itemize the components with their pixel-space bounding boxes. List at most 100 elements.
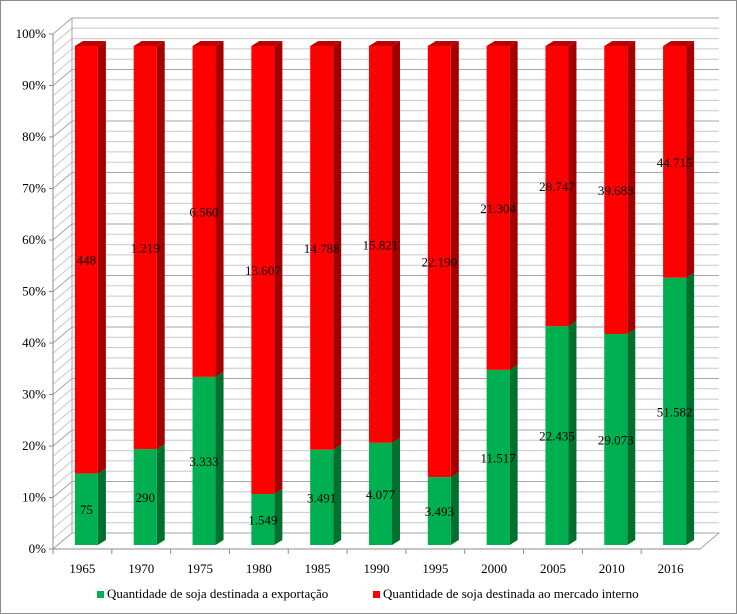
bar-exportacao <box>251 494 275 545</box>
side-gridline <box>52 491 73 509</box>
side-gridline <box>52 336 73 354</box>
bar-top <box>310 41 342 46</box>
x-tick-label: 1965 <box>69 561 95 576</box>
bar-side-exportacao <box>392 437 400 545</box>
bar-mercado-interno <box>369 46 392 443</box>
bar-side-exportacao <box>568 321 577 545</box>
bar-side-exportacao <box>215 371 224 545</box>
bar-exportacao <box>369 442 392 545</box>
y-tick-label: 20% <box>22 438 46 453</box>
x-tick-label: 1975 <box>187 561 213 576</box>
side-gridline <box>52 460 73 478</box>
side-gridline <box>52 172 73 189</box>
data-label: 14.788 <box>304 241 340 256</box>
data-label: 44.715 <box>657 155 693 170</box>
bar-top <box>545 41 577 46</box>
side-gridline <box>52 192 73 210</box>
side-gridline <box>52 378 73 395</box>
side-gridline <box>52 501 73 519</box>
bar-side-mercado-interno <box>509 41 518 370</box>
side-gridline <box>52 120 73 138</box>
data-label: 6.560 <box>189 204 218 219</box>
bar-top <box>369 41 400 46</box>
side-gridline <box>52 522 73 540</box>
side-gridline <box>52 38 73 55</box>
side-gridline <box>52 203 73 220</box>
side-gridline <box>52 89 73 107</box>
x-tick-label: 1985 <box>305 561 331 576</box>
bar-side-exportacao <box>686 272 695 545</box>
side-gridline <box>52 182 73 200</box>
x-tick-label: 2005 <box>540 561 566 576</box>
bar-mercado-interno <box>251 46 275 495</box>
data-label: 22.435 <box>539 429 575 444</box>
legend-label-mercado-interno: Quantidade de soja destinada ao mercado … <box>383 586 639 601</box>
bar-side-exportacao <box>156 444 165 545</box>
bar-exportacao <box>663 277 687 545</box>
bar-side-mercado-interno <box>627 41 636 335</box>
data-label: 39.683 <box>598 183 634 198</box>
bar-side-mercado-interno <box>97 41 106 474</box>
bar-side-mercado-interno <box>274 41 283 495</box>
side-gridline <box>52 316 73 334</box>
side-gridline <box>52 347 73 364</box>
bar-exportacao <box>192 376 216 545</box>
data-label: 11.517 <box>480 450 516 465</box>
side-gridline <box>52 388 73 406</box>
bar-side-exportacao <box>627 329 636 545</box>
side-gridline <box>52 306 73 323</box>
side-gridline <box>52 367 73 385</box>
side-gridline <box>52 450 73 467</box>
side-gridline <box>52 151 73 169</box>
bar-exportacao <box>133 449 157 545</box>
legend-item-mercado-interno: Quantidade de soja destinada ao mercado … <box>373 586 639 602</box>
data-label: 290 <box>135 490 155 505</box>
data-label: 1.219 <box>131 241 160 256</box>
side-gridline <box>52 275 73 292</box>
data-label: 1.549 <box>248 513 277 528</box>
bar-side-mercado-interno <box>392 41 400 443</box>
side-gridline <box>52 481 73 498</box>
data-label: 3.491 <box>307 490 336 505</box>
bar-mercado-interno <box>604 46 628 335</box>
bar-exportacao <box>74 473 98 545</box>
data-label: 4.077 <box>366 487 396 502</box>
side-gridline <box>52 161 73 179</box>
x-tick-label: 1970 <box>128 561 154 576</box>
bar-side-exportacao <box>333 444 342 545</box>
bar-top <box>251 41 283 46</box>
legend-swatch-exportacao <box>97 590 104 598</box>
y-tick-label: 60% <box>22 232 46 247</box>
legend-item-exportacao: Quantidade de soja destinada a exportaçã… <box>97 586 328 602</box>
bar-mercado-interno <box>74 46 98 474</box>
bar-side-mercado-interno <box>450 41 459 478</box>
x-tick-label: 2016 <box>658 561 685 576</box>
bar-exportacao <box>545 326 569 545</box>
side-gridline <box>52 130 73 148</box>
side-gridline <box>52 398 73 416</box>
side-gridline <box>52 439 73 457</box>
bar-exportacao <box>310 449 334 545</box>
bar-mercado-interno <box>310 46 334 450</box>
bar-top <box>604 41 636 46</box>
bar-top <box>486 41 518 46</box>
side-gridline <box>52 419 73 437</box>
x-tick-label: 1995 <box>422 561 448 576</box>
side-gridline <box>52 409 73 426</box>
side-gridline <box>52 429 73 447</box>
side-gridline <box>52 254 73 272</box>
data-label: 448 <box>77 253 97 268</box>
y-tick-label: 90% <box>22 78 46 93</box>
bar-top <box>192 41 224 46</box>
data-label: 28.747 <box>539 179 575 194</box>
bar-mercado-interno <box>486 46 510 370</box>
bar-top <box>663 41 695 46</box>
y-tick-label: 70% <box>22 181 46 196</box>
bar-top <box>74 41 106 46</box>
bar-side-exportacao <box>274 489 283 545</box>
y-tick-label: 0% <box>29 541 47 556</box>
bar-side-mercado-interno <box>568 41 577 327</box>
side-gridline <box>52 264 73 282</box>
bar-mercado-interno <box>545 46 569 327</box>
side-gridline <box>52 512 73 529</box>
